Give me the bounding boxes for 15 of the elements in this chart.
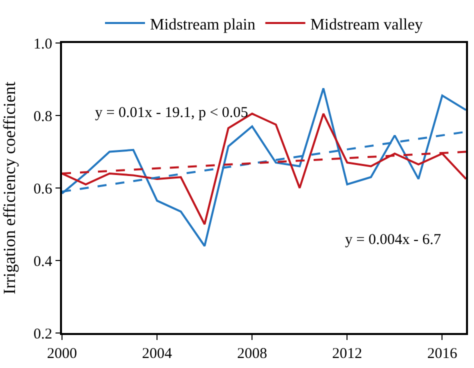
x-tick-label: 2000 <box>47 346 77 362</box>
annotation: y = 0.01x - 19.1, p < 0.05 <box>95 105 248 121</box>
legend-label: Midstream plain <box>150 16 256 34</box>
x-tick-label: 2008 <box>237 346 268 362</box>
y-tick-label: 0.8 <box>34 108 52 125</box>
x-tick-label: 2016 <box>427 346 458 362</box>
legend-label: Midstream valley <box>310 16 423 34</box>
y-tick-label: 0.4 <box>34 254 53 270</box>
y-tick-label: 1.0 <box>34 36 52 52</box>
annotation: y = 0.004x - 6.7 <box>345 232 442 248</box>
y-tick-label: 0.2 <box>34 326 52 342</box>
y-tick-label: 0.6 <box>34 181 53 198</box>
x-tick-label: 2004 <box>142 346 173 362</box>
x-tick-label: 2012 <box>332 346 362 362</box>
y-axis-title: Irrigation efficiency coefficient <box>0 81 19 294</box>
